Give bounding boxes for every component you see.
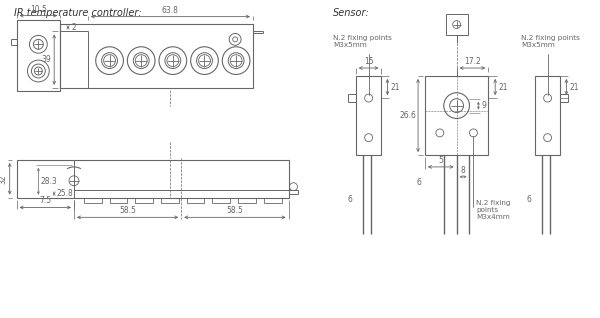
Text: N.2 fixing points
M3x5mm: N.2 fixing points M3x5mm xyxy=(521,35,580,95)
Text: 28.3: 28.3 xyxy=(40,177,57,186)
Text: 25.8: 25.8 xyxy=(56,189,73,198)
Text: 8: 8 xyxy=(461,166,466,175)
Text: 6: 6 xyxy=(416,178,421,187)
Text: 17.2: 17.2 xyxy=(464,57,481,66)
Bar xyxy=(17,160,289,197)
Text: 7.5: 7.5 xyxy=(39,197,52,205)
Text: 26.6: 26.6 xyxy=(399,111,416,120)
Bar xyxy=(535,76,560,155)
Bar xyxy=(264,197,281,204)
Bar xyxy=(446,14,467,35)
Text: 9: 9 xyxy=(481,101,486,110)
Bar xyxy=(238,197,256,204)
Text: 15: 15 xyxy=(364,57,373,66)
Bar xyxy=(135,197,153,204)
Text: Sensor:: Sensor: xyxy=(333,8,370,18)
Text: 10.5: 10.5 xyxy=(30,5,47,14)
Bar xyxy=(212,197,230,204)
Bar xyxy=(84,197,101,204)
Text: 2: 2 xyxy=(72,23,77,32)
Text: N.2 fixing
points
M3x4mm: N.2 fixing points M3x4mm xyxy=(473,136,511,219)
Text: 63.8: 63.8 xyxy=(162,6,179,15)
Bar xyxy=(187,197,205,204)
Text: 21: 21 xyxy=(498,82,508,92)
Text: 5: 5 xyxy=(439,156,443,165)
Bar xyxy=(110,197,127,204)
Bar xyxy=(161,197,179,204)
Text: 21: 21 xyxy=(391,82,400,92)
Text: 6: 6 xyxy=(348,195,353,204)
Text: 6: 6 xyxy=(527,195,532,204)
Text: IR temperature controller:: IR temperature controller: xyxy=(14,8,141,18)
Bar xyxy=(60,24,253,88)
Text: 58.5: 58.5 xyxy=(226,206,244,215)
Bar xyxy=(425,76,488,155)
Text: N.2 fixing points
M3x5mm: N.2 fixing points M3x5mm xyxy=(333,35,392,95)
Text: 58.5: 58.5 xyxy=(119,206,136,215)
Text: 39: 39 xyxy=(41,55,51,64)
Bar xyxy=(17,20,60,91)
Bar xyxy=(356,76,382,155)
Text: 21: 21 xyxy=(569,82,579,92)
Text: 32: 32 xyxy=(0,174,8,183)
